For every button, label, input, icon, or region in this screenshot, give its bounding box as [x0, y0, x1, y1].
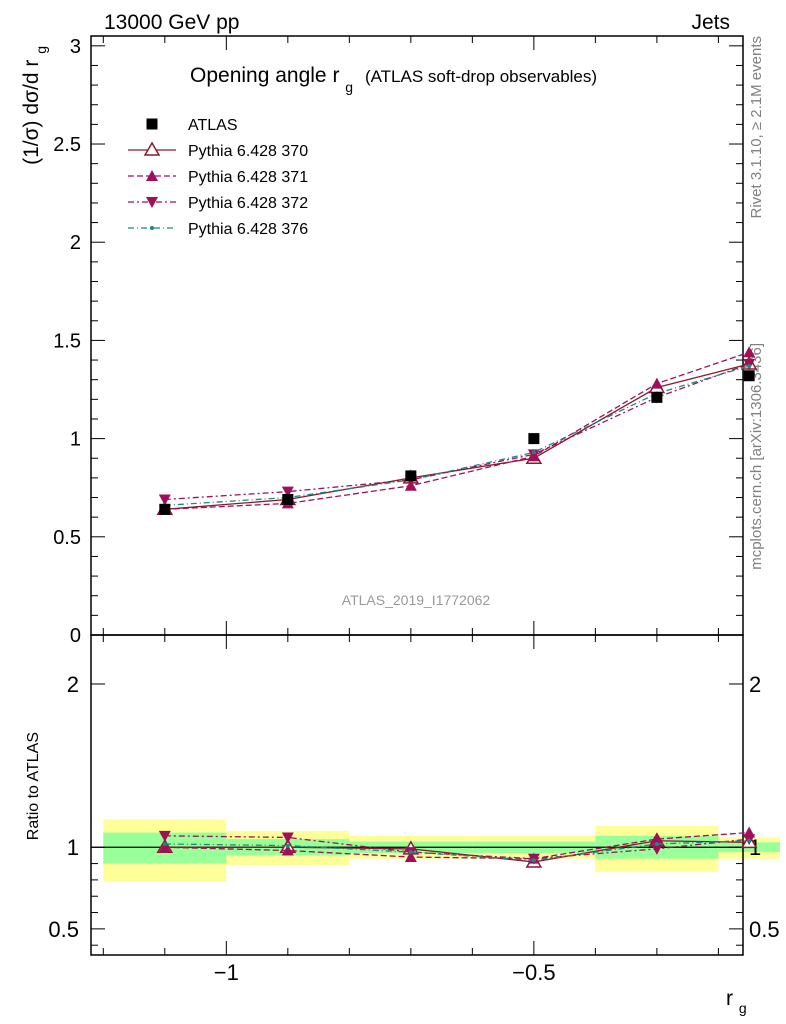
point-p376-3 — [531, 450, 536, 455]
series-line-p370 — [164, 363, 750, 510]
ratio-y-tick-label: 1 — [67, 835, 79, 860]
main-y-axis-label-text: (1/σ) dσ/d r — [20, 60, 43, 165]
x-axis-label-sub: g — [739, 1000, 747, 1016]
x-axis-label: r g — [726, 987, 747, 1016]
ratio-frame — [90, 634, 744, 956]
x-tick-label: −1 — [214, 960, 239, 985]
legend-label-data: ATLAS — [188, 117, 238, 134]
main-y-tick-label: 1.5 — [53, 330, 81, 352]
point-p372-1 — [281, 832, 294, 844]
point-p371-5 — [743, 346, 756, 358]
point-p376-5 — [747, 363, 752, 368]
point-p371-4 — [650, 377, 663, 389]
main-y-axis-label: (1/σ) dσ/d r g — [20, 46, 49, 165]
point-p371-4 — [650, 833, 663, 845]
series-line-p372 — [164, 363, 750, 501]
point-data-0 — [159, 503, 171, 515]
legend-marker-p372 — [146, 197, 158, 208]
point-p376-1 — [285, 843, 290, 848]
main-y-tick-label: 3 — [70, 36, 81, 58]
ratio-y-tick-label-right: 2 — [749, 672, 761, 697]
rivet-label: Rivet 3.1.10, ≥ 2.1M events — [748, 36, 765, 219]
point-p376-0 — [162, 841, 167, 846]
ratio-y-axis-label: Ratio to ATLAS — [25, 732, 42, 840]
ratio-y-tick-label-right: 0.5 — [749, 917, 780, 942]
x-tick-label: −0.5 — [512, 960, 555, 985]
point-p372-0 — [158, 830, 171, 842]
point-p376-2 — [408, 850, 413, 855]
point-p371-1 — [281, 844, 294, 856]
legend-marker-p370 — [143, 141, 161, 156]
legend-label-p372: Pythia 6.428 372 — [188, 195, 308, 212]
point-p372-4 — [650, 843, 663, 855]
legend-marker-p371 — [146, 170, 158, 181]
main-y-axis-label-sub: g — [33, 46, 49, 54]
point-p376-3 — [531, 858, 536, 863]
plot-title: Opening angle r g (ATLAS soft-drop obser… — [190, 64, 597, 97]
legend-label-p370: Pythia 6.428 370 — [188, 143, 308, 160]
point-p371-0 — [158, 841, 171, 853]
ratio-y-tick-label: 0.5 — [48, 917, 79, 942]
ratio-y-tick-label: 2 — [67, 672, 79, 697]
main-panel: 0.5 1 1.5 2 2.5 3 0 — [53, 35, 758, 647]
legend-marker-data — [146, 118, 158, 130]
series-line-p371 — [164, 831, 750, 860]
legend-marker-p376 — [150, 226, 154, 230]
plot-title-main: Opening angle r — [190, 64, 339, 87]
plot-title-sub: g — [345, 79, 353, 95]
main-y-tick-label: 0.5 — [53, 527, 81, 549]
point-data-4 — [651, 391, 663, 403]
legend: ATLAS Pythia 6.428 370 Pythia 6.428 371 Pyt… — [128, 117, 308, 238]
header-right-label: Jets — [691, 11, 730, 34]
point-p376-4 — [654, 841, 659, 846]
x-axis-label-text: r — [726, 987, 733, 1010]
series-line-p371 — [164, 351, 750, 510]
analysis-watermark: ATLAS_2019_I1772062 — [342, 592, 491, 608]
point-p372-1 — [281, 486, 294, 498]
point-data-5 — [743, 370, 755, 382]
point-data-2 — [405, 470, 417, 482]
point-data-1 — [282, 493, 294, 505]
plot-title-suffix: (ATLAS soft-drop observables) — [365, 67, 597, 86]
point-p376-5 — [747, 838, 752, 843]
series-line-p376 — [164, 840, 750, 861]
main-y-tick-label: 2.5 — [53, 134, 81, 156]
main-y-tick-label: 0 — [70, 625, 81, 647]
legend-label-p376: Pythia 6.428 376 — [188, 221, 308, 238]
main-y-tick-label: 2 — [70, 232, 81, 254]
legend-label-p371: Pythia 6.428 371 — [188, 169, 308, 186]
point-data-3 — [528, 433, 540, 445]
point-p372-0 — [158, 494, 171, 506]
series-line-p372 — [164, 835, 750, 860]
main-y-tick-label: 1 — [70, 429, 81, 451]
ratio-panel: 0.50.51122−1−0.5 — [48, 634, 780, 985]
mcplots-label: mcplots.cern.ch [arXiv:1306.3436] — [748, 343, 765, 570]
header-left-label: 13000 GeV pp — [104, 11, 239, 34]
point-p372-3 — [527, 449, 540, 461]
